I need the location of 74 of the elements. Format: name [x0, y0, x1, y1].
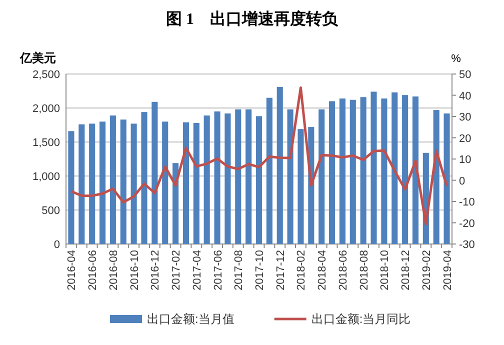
- y2-axis-title: %: [451, 53, 462, 65]
- bar: [287, 109, 294, 244]
- y2-tick-label: 30: [459, 112, 472, 124]
- bar: [246, 109, 252, 244]
- y-axis-title: 亿美元: [19, 51, 56, 65]
- bar: [204, 115, 210, 244]
- x-tick-label: 2017-10: [254, 250, 266, 290]
- x-tick-label: 2018-06: [337, 250, 350, 290]
- x-tick-label: 2016-12: [150, 250, 162, 290]
- y-tick-label: 500: [42, 205, 60, 217]
- x-tick-label: 2018-08: [358, 250, 370, 290]
- x-tick-label: 2018-10: [379, 250, 392, 290]
- chart-title: 图 1 出口增速再度转负: [166, 9, 339, 28]
- x-tick-label: 2017-04: [191, 250, 204, 290]
- bar: [78, 124, 85, 244]
- y-tick-label: 1,500: [32, 137, 60, 149]
- y-tick-label: 1,000: [32, 171, 60, 183]
- bar: [370, 92, 377, 244]
- bar: [339, 98, 346, 244]
- y2-tick-label: 0: [459, 175, 466, 188]
- bar: [412, 96, 419, 244]
- y-tick-label: 2,500: [32, 69, 60, 81]
- bar: [193, 122, 200, 244]
- y2-tick-label: -30: [459, 239, 475, 251]
- bar: [433, 110, 440, 244]
- x-tick-label: 2016-06: [87, 250, 100, 290]
- bar: [276, 86, 283, 244]
- bar: [444, 113, 450, 244]
- bar: [298, 129, 304, 244]
- y-tick-label: 0: [54, 239, 60, 251]
- bar: [68, 131, 74, 244]
- bar: [89, 124, 96, 244]
- bar: [266, 98, 272, 244]
- y2-tick-label: 20: [459, 132, 472, 145]
- y2-tick-label: 10: [459, 154, 472, 166]
- x-tick-label: 2017-02: [170, 250, 183, 290]
- bar: [235, 109, 242, 244]
- bar: [360, 97, 366, 244]
- bar: [182, 122, 189, 244]
- bar: [141, 112, 148, 244]
- bar: [329, 101, 336, 244]
- bar: [256, 116, 262, 244]
- bar: [402, 95, 408, 244]
- x-tick-label: 2016-08: [108, 250, 120, 290]
- x-tick-label: 2018-02: [296, 250, 308, 290]
- x-tick-label: 2017-12: [274, 250, 287, 290]
- bar: [130, 124, 137, 244]
- bar: [110, 115, 116, 244]
- legend-label: 出口金额:当月值: [147, 312, 234, 326]
- bar: [214, 111, 220, 244]
- y2-tick-label: 50: [459, 69, 472, 81]
- x-tick-label: 2017-06: [212, 250, 224, 290]
- x-tick-label: 2016-10: [128, 250, 141, 290]
- y2-tick-label: -20: [459, 218, 475, 230]
- bar: [224, 113, 231, 244]
- bar: [392, 92, 398, 244]
- legend-label: 出口金额:当月同比: [311, 312, 411, 326]
- bar: [350, 100, 356, 244]
- x-tick-label: 2018-12: [400, 250, 412, 290]
- y2-tick-label: -10: [459, 196, 475, 208]
- bar: [152, 102, 158, 244]
- bar: [172, 163, 179, 244]
- x-tick-label: 2017-08: [233, 250, 246, 290]
- y2-tick-label: 40: [459, 90, 472, 102]
- bar: [381, 98, 388, 244]
- bar: [99, 122, 106, 244]
- bar: [120, 120, 126, 244]
- x-tick-label: 2018-04: [316, 250, 329, 290]
- bar: [318, 109, 325, 244]
- x-tick-label: 2019-02: [420, 250, 433, 290]
- y-tick-label: 2,000: [32, 103, 60, 115]
- x-tick-label: 2019-04: [442, 250, 454, 290]
- bar: [162, 122, 168, 244]
- x-tick-label: 2016-04: [66, 250, 78, 290]
